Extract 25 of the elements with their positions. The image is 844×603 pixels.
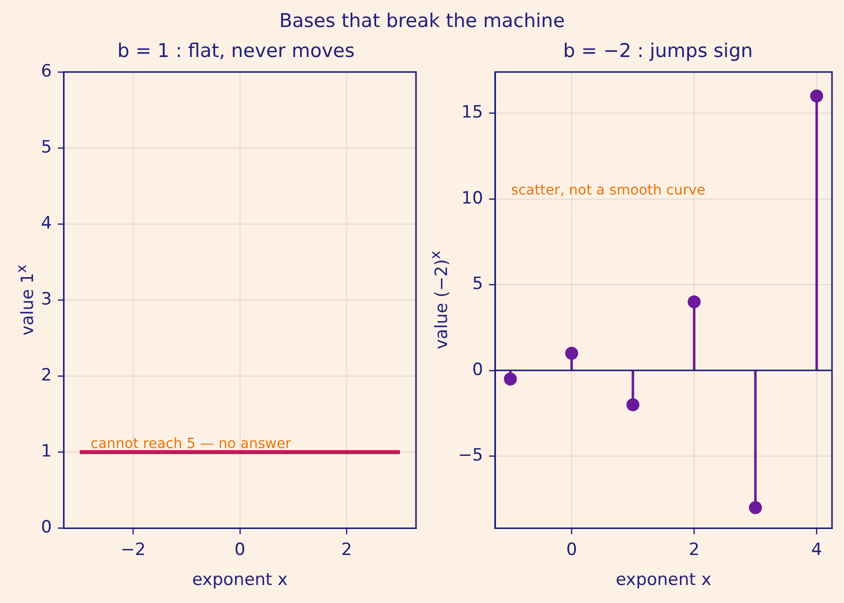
x-tick-label: 0 <box>234 540 246 560</box>
x-tick-label: 4 <box>811 540 822 560</box>
chart-subtitle: b = 1 : flat, never moves <box>116 40 356 62</box>
y-tick-label: 10 <box>461 188 484 208</box>
x-axis-title: exponent x <box>192 570 288 590</box>
x-tick-label: −2 <box>120 540 146 560</box>
y-tick-label: 5 <box>40 137 52 158</box>
y-tick-label: 4 <box>40 213 52 234</box>
y-tick-label: 15 <box>461 102 484 123</box>
chart-title: b = −2 : jumps sign <box>562 40 754 62</box>
annotation: cannot reach 5 — no answer <box>90 436 292 452</box>
x-tick-label: 2 <box>341 540 352 560</box>
x-tick-label: 0 <box>566 540 578 560</box>
y-tick-label: 2 <box>40 366 52 386</box>
y-tick-label: 5 <box>472 274 484 294</box>
y-tick-label: 0 <box>472 360 484 380</box>
x-axis-title: exponent x <box>616 570 712 590</box>
y-tick-label: 3 <box>40 290 52 310</box>
y-tick-label: 0 <box>40 518 52 538</box>
annotation: scatter, not a smooth curve <box>511 182 706 198</box>
y-tick-label: 1 <box>40 442 52 462</box>
chart-title: Bases that break the machine <box>278 10 566 32</box>
x-tick-label: 2 <box>688 540 700 560</box>
y-tick-label: −5 <box>458 446 484 466</box>
y-tick-label: 6 <box>40 61 52 82</box>
